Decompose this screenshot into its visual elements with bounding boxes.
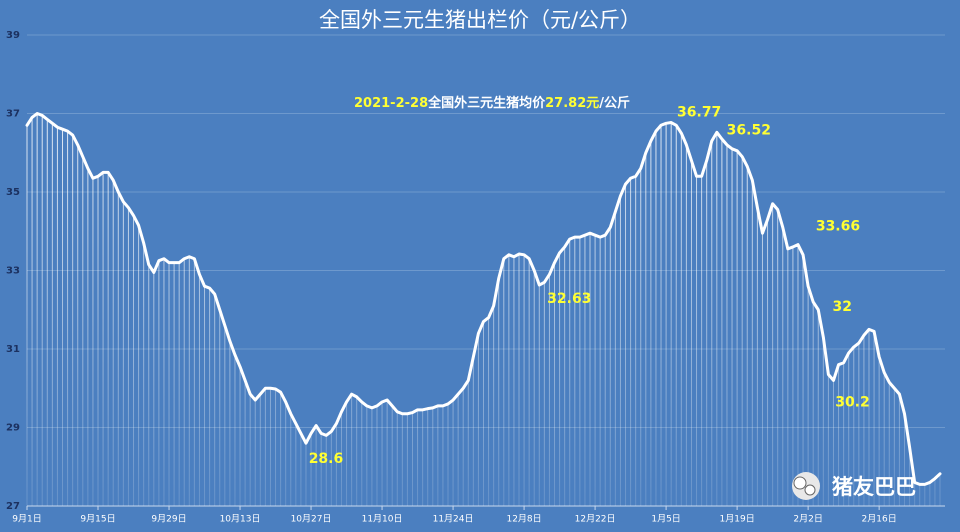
value-label: 33.66 xyxy=(816,219,860,235)
x-tick-label: 12月22日 xyxy=(575,514,616,525)
x-tick-label: 1月5日 xyxy=(651,514,680,525)
x-tick-label: 2月16日 xyxy=(862,514,897,525)
value-label: 28.6 xyxy=(309,451,344,467)
x-tick-label: 9月15日 xyxy=(80,514,115,525)
value-label: 36.52 xyxy=(727,122,771,138)
x-tick-label: 11月24日 xyxy=(433,514,474,525)
subtitle-price: 27.82元 xyxy=(545,96,599,111)
watermark: 猪友巴巴 xyxy=(792,472,916,500)
subtitle-text: 全国外三元生猪均价 xyxy=(427,95,546,111)
drop-lines xyxy=(26,113,941,506)
value-label: 32.63 xyxy=(547,291,591,307)
y-tick-label: 29 xyxy=(6,423,20,434)
y-tick-label: 35 xyxy=(6,187,20,198)
value-label: 36.77 xyxy=(677,105,721,121)
watermark-text: 猪友巴巴 xyxy=(831,475,916,499)
watermark-bubble xyxy=(804,484,816,496)
x-tick-label: 10月13日 xyxy=(220,514,261,525)
value-label: 30.2 xyxy=(835,394,870,410)
x-tick-label: 9月1日 xyxy=(12,514,41,525)
grid: 27 29 31 33 35 37 39 9月1日 9月15日 9月29日 10月13日 10月27日… xyxy=(6,30,945,525)
x-tick-label: 10月27日 xyxy=(291,514,332,525)
price-line xyxy=(25,112,942,486)
y-tick-label: 33 xyxy=(6,266,20,277)
y-tick-label: 31 xyxy=(6,344,20,355)
y-tick-label: 37 xyxy=(6,109,20,120)
x-tick-label: 9月29日 xyxy=(151,514,186,525)
subtitle-unit: /公斤 xyxy=(599,95,630,111)
y-tick-label: 39 xyxy=(6,30,20,41)
value-label: 32 xyxy=(833,299,852,315)
x-tick-label: 12月8日 xyxy=(506,514,541,525)
x-tick-label: 2月2日 xyxy=(793,514,822,525)
watermark-bubble xyxy=(793,476,807,490)
chart-title: 全国外三元生猪出栏价（元/公斤） xyxy=(319,8,641,32)
subtitle-date: 2021-2-28 xyxy=(354,96,428,111)
y-tick-label: 27 xyxy=(6,501,20,512)
x-tick-label: 11月10日 xyxy=(362,514,403,525)
subtitle: 2021-2-28全国外三元生猪均价27.82元/公斤 xyxy=(354,95,630,111)
plot: 28.6 32.63 36.77 36.52 33.66 32 30.2 xyxy=(25,105,942,486)
x-tick-label: 1月19日 xyxy=(720,514,755,525)
